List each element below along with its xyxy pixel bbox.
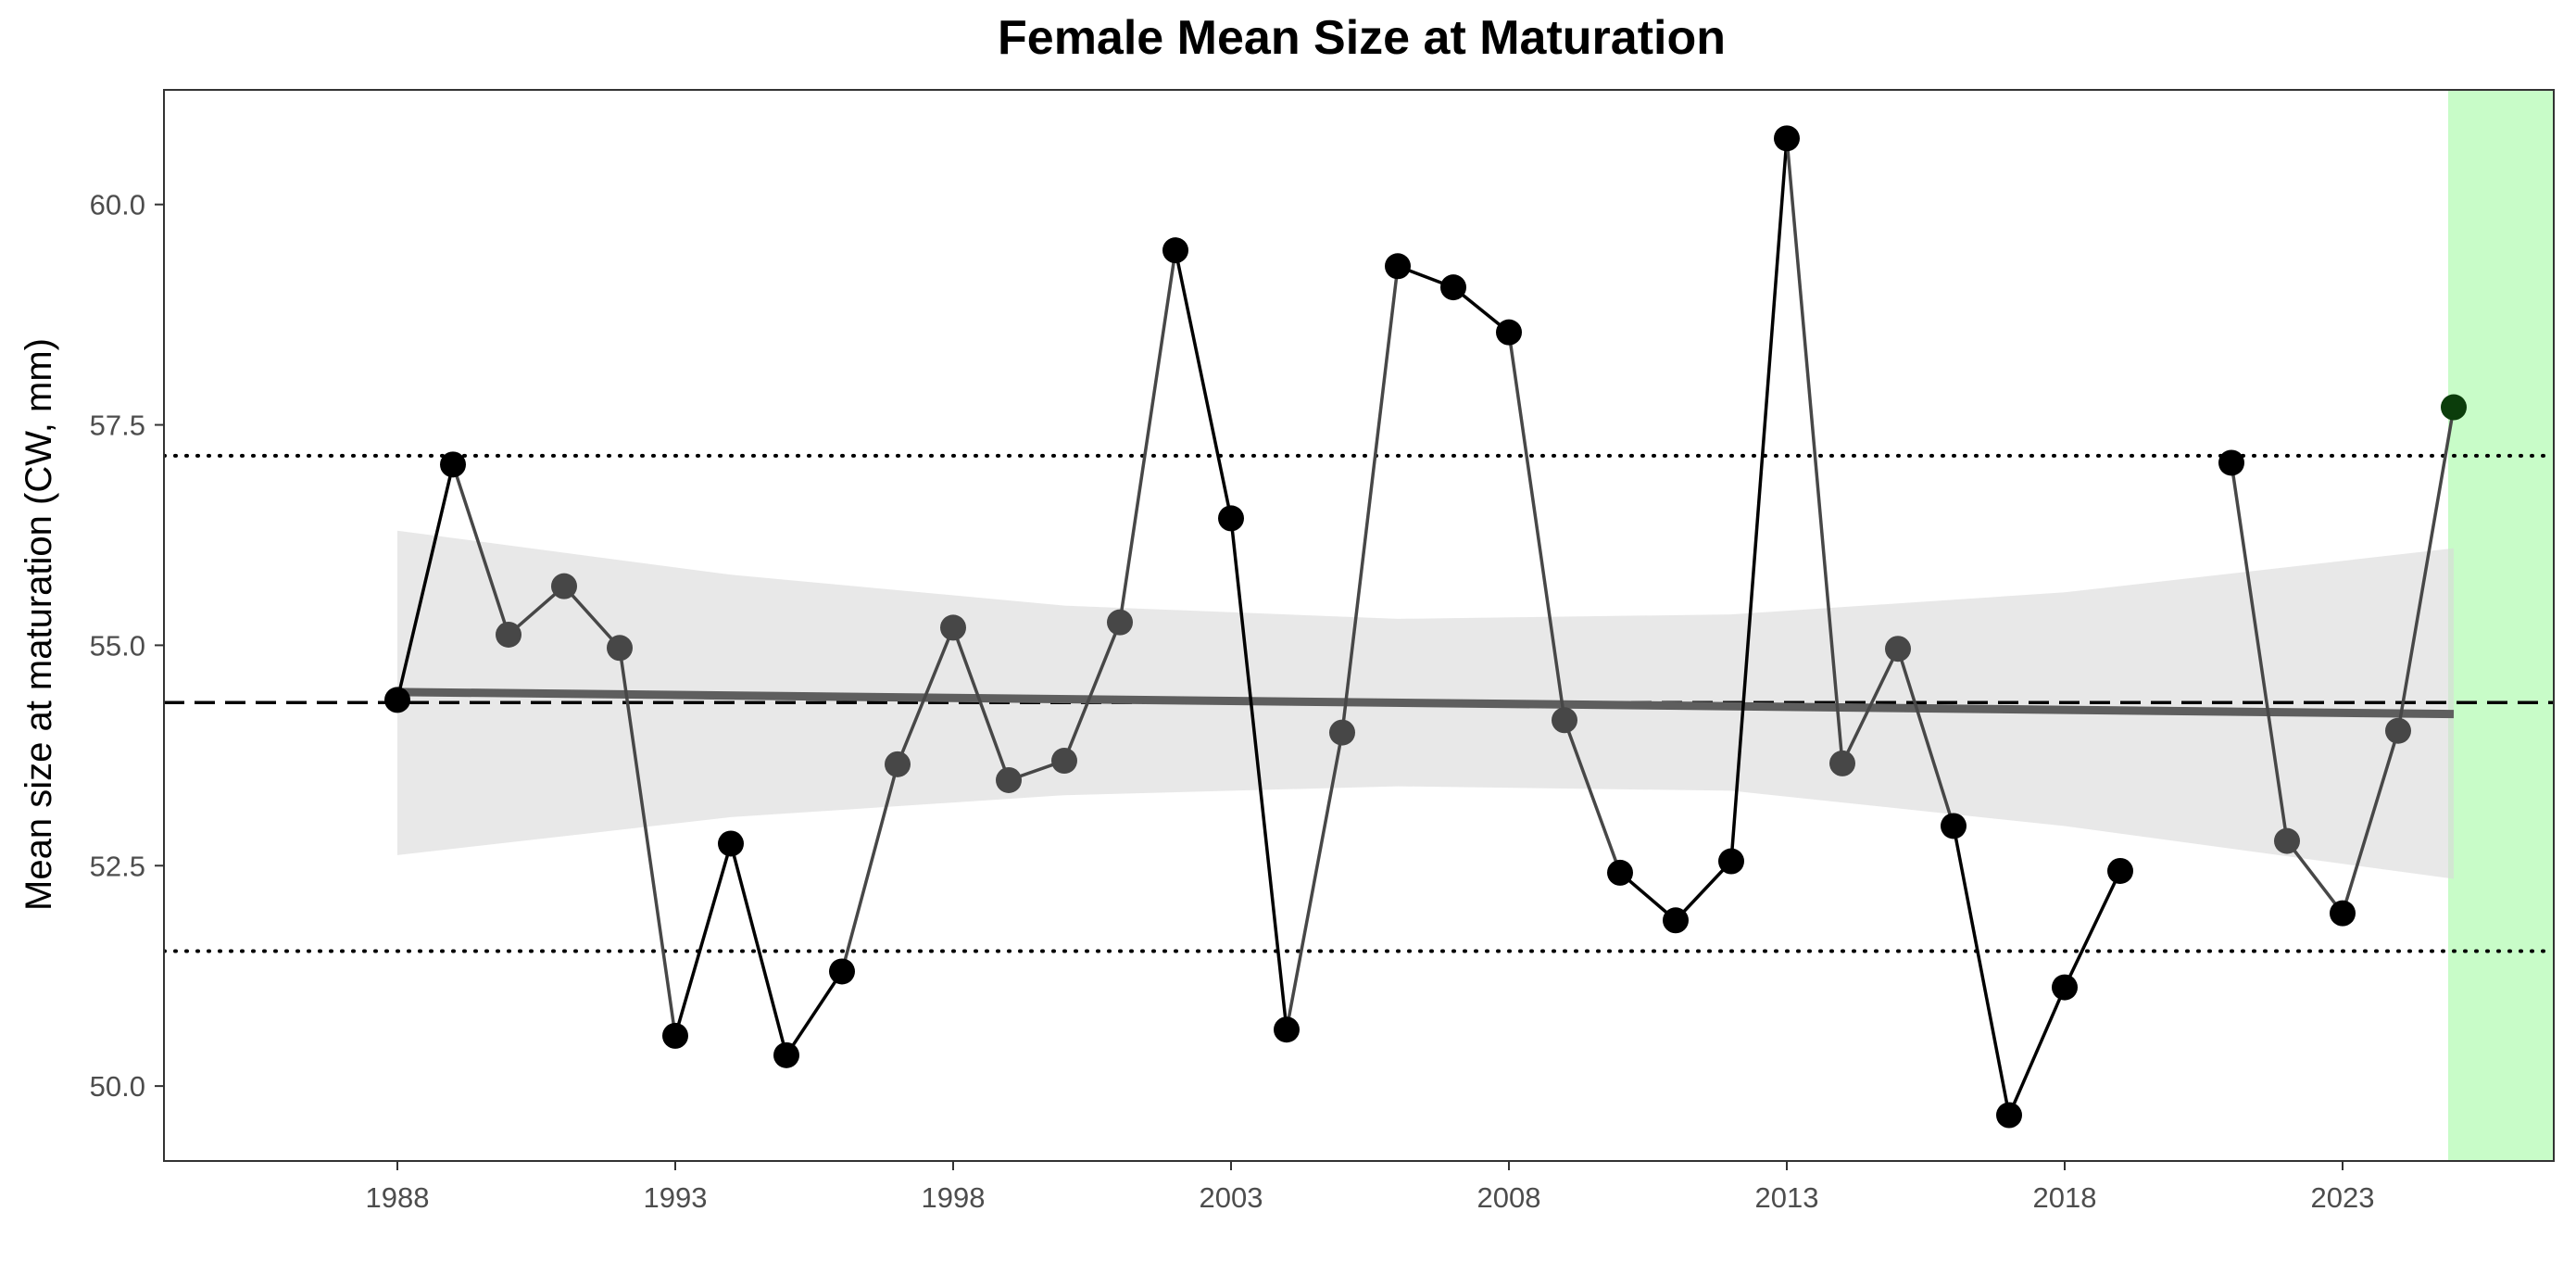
data-point — [996, 766, 1022, 793]
series-segment — [618, 648, 677, 1037]
series-segment — [840, 763, 899, 972]
data-point — [1663, 907, 1689, 934]
series-segment — [896, 626, 955, 765]
series-segment — [2230, 462, 2289, 841]
series-segment — [1729, 138, 1789, 862]
series-segment — [1229, 518, 1288, 1030]
data-point — [1829, 750, 1855, 776]
x-tick-label: 2003 — [1200, 1181, 1263, 1214]
data-point — [1774, 125, 1800, 152]
data-point — [940, 614, 966, 641]
series-segment — [2007, 986, 2067, 1117]
data-point — [1162, 237, 1188, 264]
chart-title: Female Mean Size at Maturation — [998, 11, 1726, 65]
y-tick-label: 55.0 — [90, 629, 145, 662]
series-segment — [951, 626, 1011, 781]
x-tick-label: 1988 — [366, 1181, 430, 1214]
x-tick-label: 2023 — [2311, 1181, 2375, 1214]
series-segment — [2396, 407, 2456, 731]
panel-border — [163, 89, 2555, 1162]
data-point — [718, 830, 744, 857]
x-tick-label: 1998 — [922, 1181, 986, 1214]
data-point — [1607, 859, 1633, 886]
data-point — [1941, 813, 1967, 839]
data-point — [1051, 748, 1077, 775]
data-point — [1274, 1016, 1300, 1043]
series-segment — [729, 843, 788, 1056]
x-tick-label: 2018 — [2033, 1181, 2097, 1214]
series-segment — [1062, 622, 1122, 762]
data-point — [551, 573, 577, 599]
x-tick-label: 2008 — [1477, 1181, 1541, 1214]
series-segment — [1896, 648, 1955, 826]
series-segment — [785, 970, 844, 1056]
series-segment — [1507, 332, 1566, 721]
series-segment — [1174, 249, 1233, 519]
y-tick-label: 60.0 — [90, 189, 145, 221]
y-tick-label: 50.0 — [90, 1070, 145, 1103]
series-segment — [1785, 138, 1844, 764]
y-axis-label: Mean size at maturation (CW, mm) — [19, 338, 59, 911]
data-point — [2330, 900, 2356, 927]
series-segment — [1285, 732, 1344, 1030]
data-point — [829, 958, 855, 985]
data-point — [2385, 717, 2411, 744]
series-segment — [1952, 826, 2011, 1116]
series-segment — [1674, 860, 1733, 922]
data-point — [662, 1022, 688, 1049]
data-point — [440, 451, 466, 478]
data-point — [384, 687, 410, 713]
data-point — [496, 621, 521, 648]
series-segment — [562, 585, 622, 650]
series-segment — [2341, 730, 2400, 915]
series-segment — [673, 842, 733, 1037]
data-point — [1552, 707, 1577, 734]
data-point — [1440, 274, 1466, 301]
data-point — [1996, 1102, 2022, 1129]
series-segment — [1563, 719, 1622, 874]
data-point — [1107, 609, 1133, 636]
x-tick-label: 1993 — [644, 1181, 708, 1214]
series-segment — [1340, 266, 1400, 733]
data-point — [607, 635, 633, 662]
data-point — [1496, 319, 1522, 346]
trend-line — [396, 688, 2455, 719]
plot-area: 50.0 52.5 55.0 57.5 60.0 1988 1993 1998 2003 2008… — [90, 89, 2555, 1214]
x-tick-label: 2013 — [1755, 1181, 1819, 1214]
series-segment — [1118, 249, 1177, 623]
data-point — [1329, 719, 1355, 746]
data-point — [2274, 827, 2300, 854]
series-segment — [451, 463, 510, 636]
y-tick-label: 57.5 — [90, 410, 145, 442]
data-point — [2052, 974, 2078, 1001]
series-segment — [396, 463, 455, 700]
series-segment — [2063, 870, 2122, 989]
plot-inner — [164, 90, 2554, 1161]
data-point — [1718, 848, 1744, 875]
data-point — [1385, 253, 1411, 280]
data-point — [2441, 394, 2467, 421]
data-point — [1885, 636, 1911, 662]
series-segment — [2285, 839, 2344, 915]
y-tick-label: 52.5 — [90, 850, 145, 882]
data-point — [2107, 857, 2133, 884]
data-point — [1218, 505, 1244, 532]
data-point — [2218, 449, 2244, 476]
data-point — [885, 751, 911, 777]
series-segment — [1841, 648, 1900, 764]
highlight-region — [2448, 90, 2554, 1161]
data-point — [773, 1041, 799, 1068]
